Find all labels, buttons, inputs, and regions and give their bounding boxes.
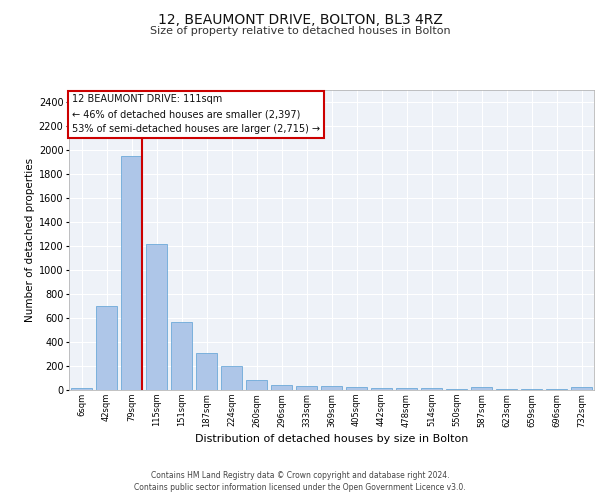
- Bar: [146, 244, 167, 390]
- Bar: [271, 384, 292, 390]
- Text: Contains HM Land Registry data © Crown copyright and database right 2024.
Contai: Contains HM Land Registry data © Crown c…: [134, 471, 466, 492]
- X-axis label: Distribution of detached houses by size in Bolton: Distribution of detached houses by size …: [195, 434, 468, 444]
- Bar: [171, 322, 192, 390]
- Bar: [321, 386, 342, 390]
- Bar: [571, 388, 592, 390]
- Y-axis label: Number of detached properties: Number of detached properties: [25, 158, 35, 322]
- Bar: [71, 388, 92, 390]
- Bar: [421, 388, 442, 390]
- Bar: [371, 388, 392, 390]
- Text: 12, BEAUMONT DRIVE, BOLTON, BL3 4RZ: 12, BEAUMONT DRIVE, BOLTON, BL3 4RZ: [158, 12, 442, 26]
- Bar: [121, 156, 142, 390]
- Bar: [196, 354, 217, 390]
- Bar: [246, 380, 267, 390]
- Bar: [296, 386, 317, 390]
- Bar: [221, 366, 242, 390]
- Text: Size of property relative to detached houses in Bolton: Size of property relative to detached ho…: [149, 26, 451, 36]
- Text: 12 BEAUMONT DRIVE: 111sqm
← 46% of detached houses are smaller (2,397)
53% of se: 12 BEAUMONT DRIVE: 111sqm ← 46% of detac…: [71, 94, 320, 134]
- Bar: [346, 386, 367, 390]
- Bar: [471, 388, 492, 390]
- Bar: [96, 306, 117, 390]
- Bar: [396, 388, 417, 390]
